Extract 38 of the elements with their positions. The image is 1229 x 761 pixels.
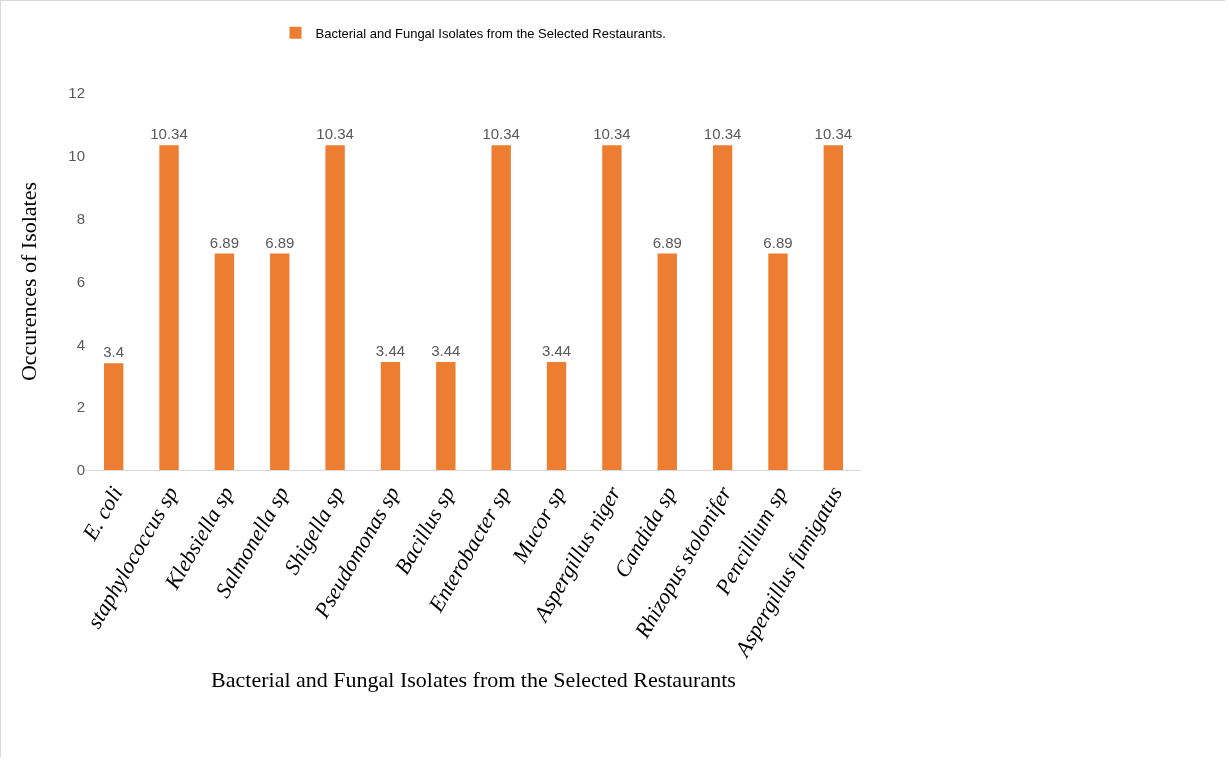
- data-label: 10.34: [482, 125, 520, 143]
- data-label: 6.89: [265, 233, 295, 251]
- y-tick-label: 4: [76, 335, 85, 353]
- data-label: 3.44: [375, 341, 406, 359]
- bar: [103, 363, 124, 470]
- data-label: 10.34: [814, 125, 853, 143]
- bar: [657, 253, 677, 470]
- legend-label: Bacterial and Fungal Isolates from the Selected Restaurants.: [315, 25, 666, 41]
- bar: [270, 253, 290, 470]
- bar: [159, 145, 179, 470]
- bar: [214, 253, 235, 470]
- y-tick-label: 6: [76, 272, 85, 290]
- bar: [768, 253, 788, 470]
- data-label: 6.89: [209, 233, 239, 251]
- bar: [436, 361, 456, 470]
- y-tick-label: 0: [76, 461, 85, 479]
- data-label: 3.4: [103, 343, 125, 361]
- y-tick-label: 2: [76, 398, 85, 416]
- data-label: 3.44: [541, 341, 572, 359]
- y-tick-label: 10: [68, 147, 85, 165]
- data-label: 10.34: [316, 125, 354, 143]
- x-axis-title: Bacterial and Fungal Isolates from the Selected Restaurants: [211, 667, 736, 693]
- data-label: 10.34: [150, 125, 188, 143]
- data-label: 10.34: [703, 125, 742, 143]
- bar: [546, 361, 567, 470]
- y-tick-label: 12: [68, 84, 85, 102]
- bar: [491, 145, 511, 470]
- data-label: 10.34: [593, 125, 631, 143]
- y-axis-title: Occurences of Isolates: [16, 181, 42, 382]
- bar: [380, 361, 401, 470]
- data-label: 6.89: [763, 233, 793, 251]
- bar: [325, 145, 345, 470]
- bar: [823, 145, 844, 470]
- data-label: 6.89: [652, 233, 682, 251]
- y-tick-label: 8: [76, 209, 85, 227]
- bar: [602, 145, 622, 470]
- data-label: 3.44: [431, 341, 461, 359]
- bar: [712, 145, 733, 470]
